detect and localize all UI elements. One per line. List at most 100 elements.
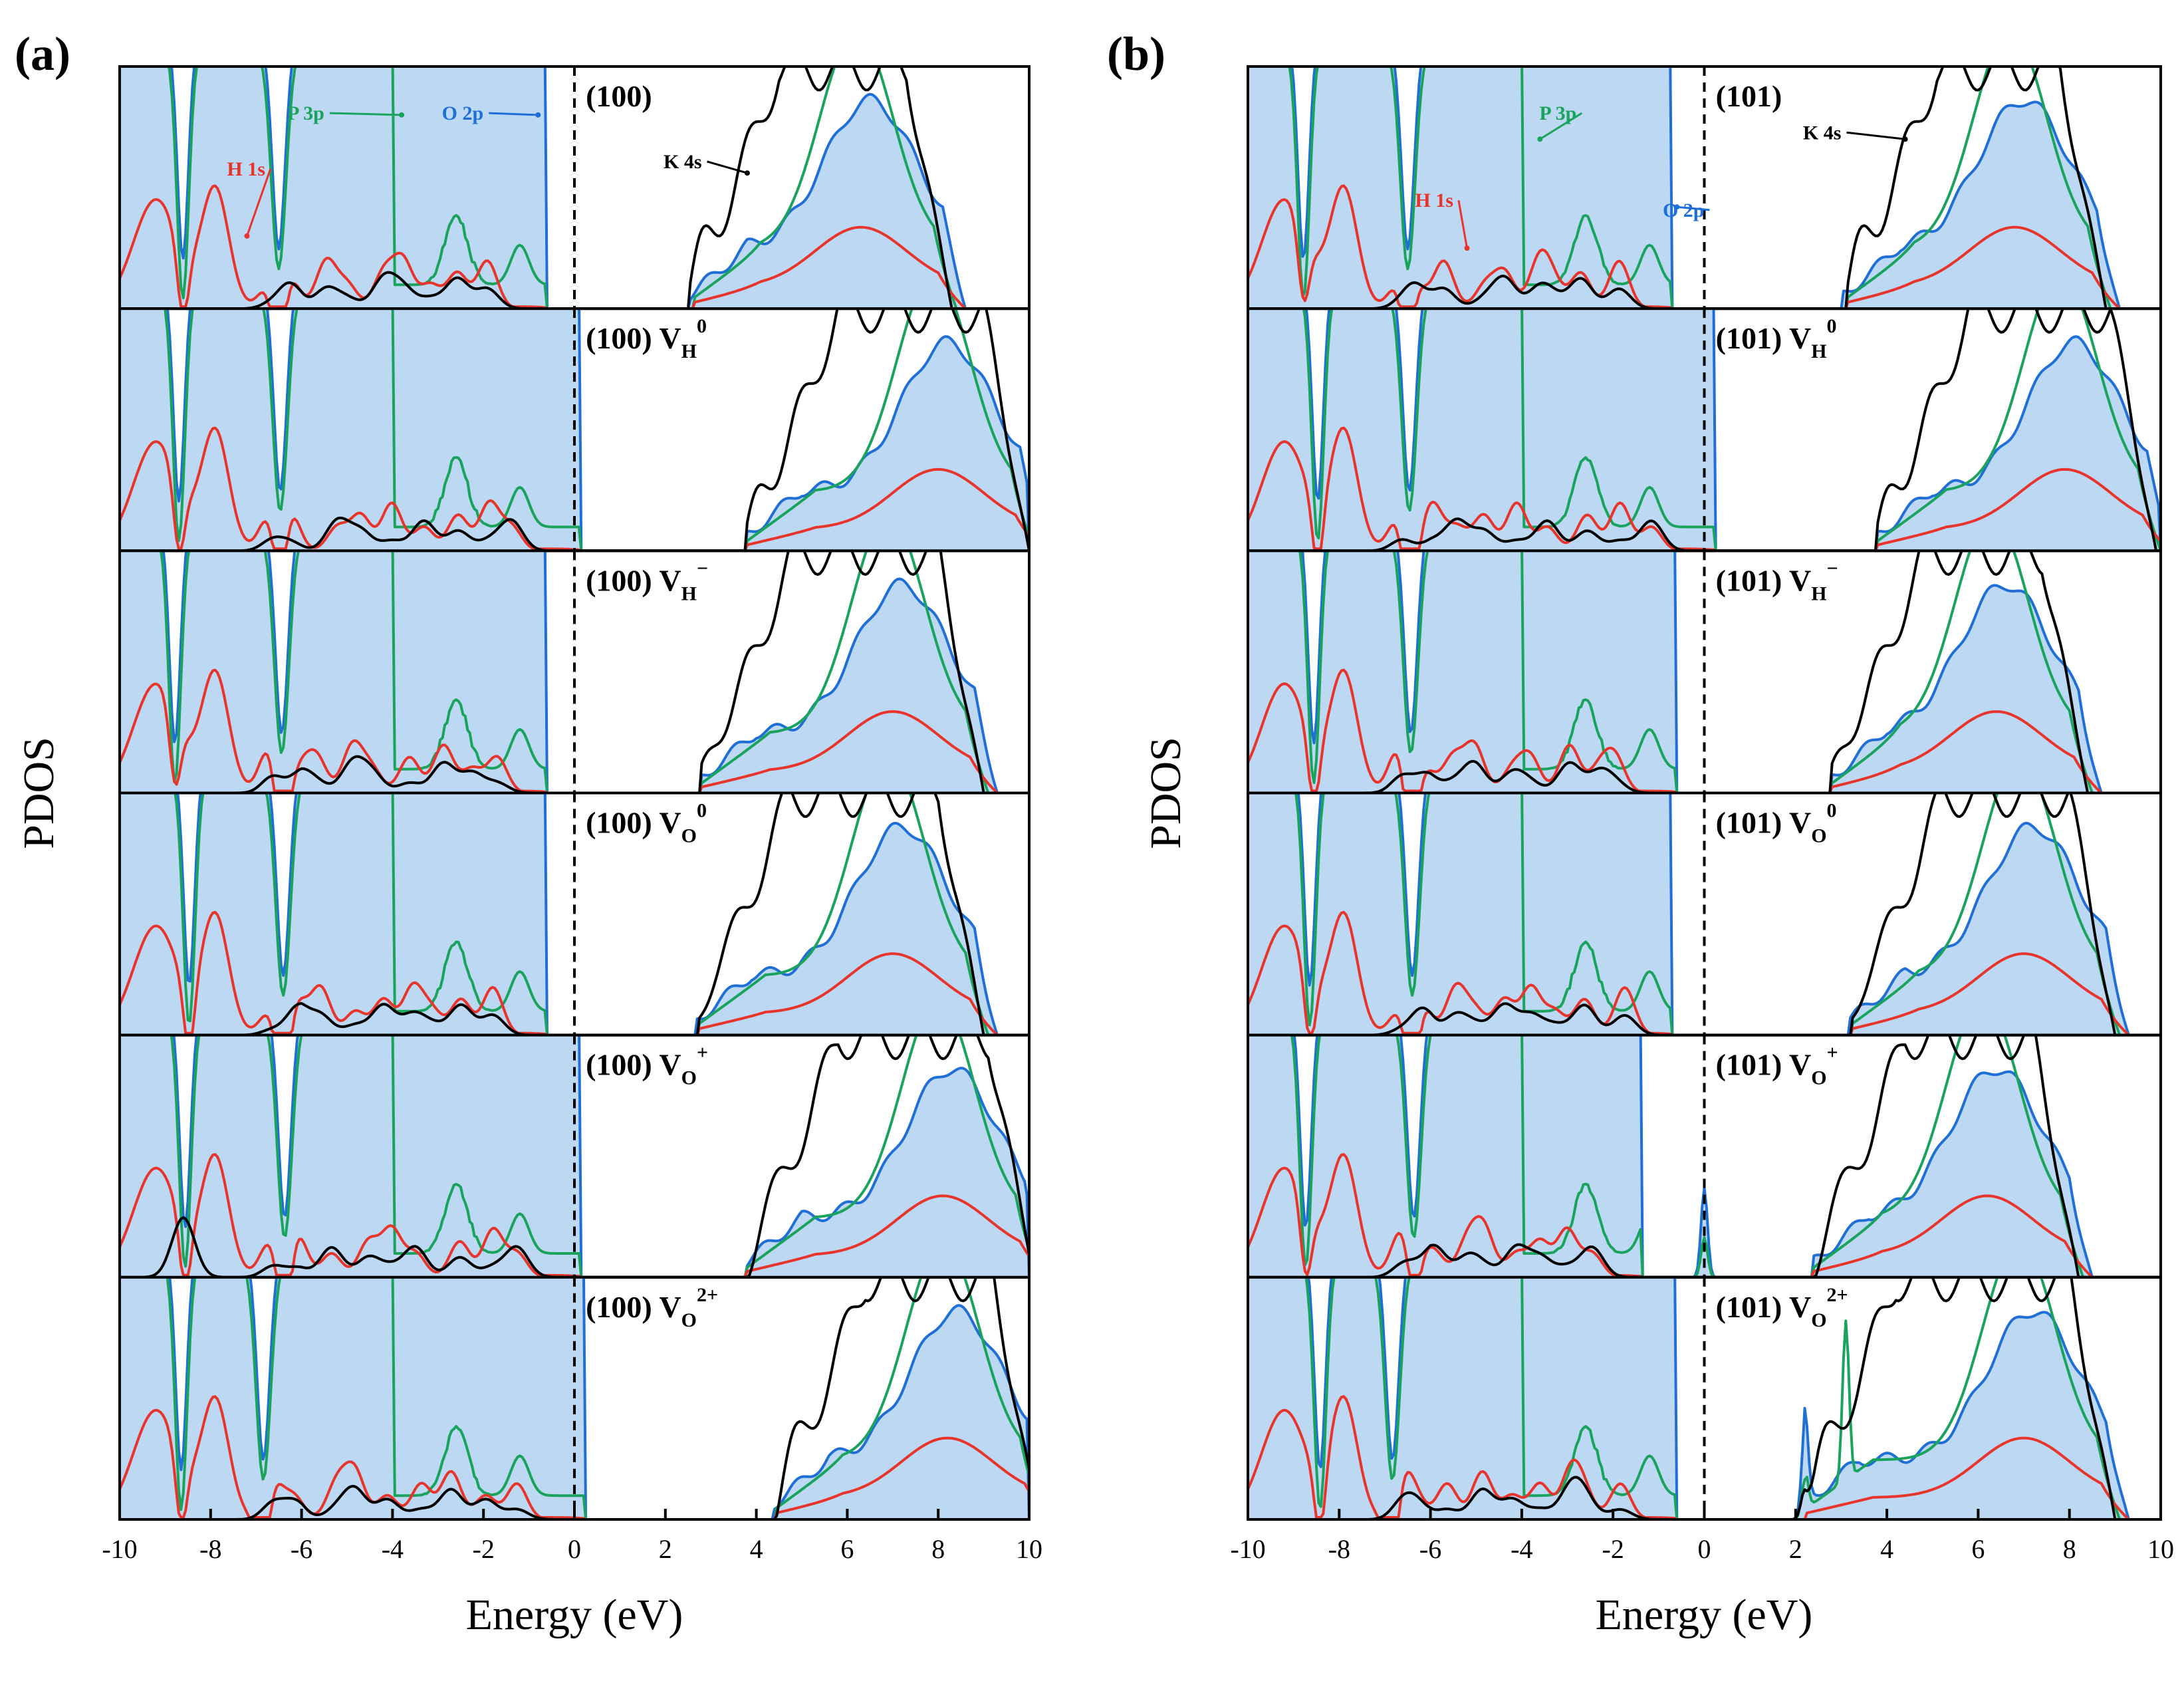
k4s-series-line <box>120 551 1029 793</box>
o2p-series-line <box>1304 309 2161 551</box>
annotation-arrowhead <box>1464 245 1470 251</box>
x-tick-label: 10 <box>2147 1534 2174 1564</box>
subplot-label: (101) VH− <box>1716 557 1838 604</box>
annotation-arrowhead <box>1537 136 1543 142</box>
annotation-arrowhead <box>1674 204 1680 210</box>
series-annotation: O 2p <box>1663 199 1710 221</box>
annotation-arrowhead <box>535 112 541 118</box>
annotation-arrow <box>329 112 402 116</box>
x-tick-label: 8 <box>931 1534 945 1564</box>
p3p-series-line <box>1298 551 2161 793</box>
x-tick-label: -10 <box>1230 1534 1265 1564</box>
p3p-series-line <box>174 793 1029 1035</box>
o2p-fill-area <box>1248 66 2120 309</box>
subplot-plot-area <box>120 793 1029 1035</box>
series-annotation: K 4s <box>664 151 750 176</box>
annotation-label: K 4s <box>664 151 702 173</box>
k4s-series-line <box>1248 66 2161 309</box>
subplot-label: (100) VO2+ <box>586 1284 718 1331</box>
subplot: (100) VO+ <box>118 1033 1031 1279</box>
k4s-series-line <box>120 66 1029 309</box>
h1s-series-line <box>120 668 1029 793</box>
p3p-series-line <box>1290 1035 2161 1277</box>
x-axis: -10 -8 -6 -4 -2 0 2 4 6 8 10 <box>102 1509 1042 1564</box>
o2p-series-line <box>162 551 1029 793</box>
annotation-arrow <box>489 112 539 116</box>
annotation-label: O 2p <box>1663 199 1705 221</box>
subplot: (100) VH− <box>118 549 1031 795</box>
x-axis-label: Energy (eV) <box>466 1591 683 1639</box>
o2p-series-line <box>168 1277 1029 1520</box>
x-tick-label: -4 <box>1511 1534 1532 1564</box>
subplot-label: (100) VH0 <box>586 315 707 362</box>
subplot-label: (100) VH− <box>586 557 708 604</box>
subplot-label: (100) VO+ <box>586 1042 708 1089</box>
annotation-arrowhead <box>244 233 250 239</box>
x-tick-label: -2 <box>1602 1534 1624 1564</box>
p3p-series-line <box>1294 793 2161 1035</box>
x-axis: -10 -8 -6 -4 -2 0 2 4 6 8 10 <box>1230 1509 2174 1564</box>
subplot-plot-area <box>120 1035 1029 1277</box>
annotation-label: P 3p <box>287 102 324 124</box>
x-tick-label: 10 <box>1016 1534 1042 1564</box>
h1s-series-line <box>120 184 1029 309</box>
subplot-plot-area <box>120 66 1029 309</box>
annotation-arrow <box>1457 199 1468 249</box>
p3p-series-line <box>160 551 1029 793</box>
panel-letter: (b) <box>1107 27 1165 80</box>
subplot: (101) VH0 <box>1247 307 2162 553</box>
annotation-arrow <box>1677 205 1710 211</box>
subplot: (100) VO0 <box>118 791 1031 1037</box>
x-tick-label: 2 <box>1789 1534 1802 1564</box>
y-axis-label: PDOS <box>1142 737 1190 849</box>
x-tick-label: -6 <box>1419 1534 1441 1564</box>
o2p-series-line <box>172 1035 1029 1277</box>
x-tick-label: 4 <box>1880 1534 1893 1564</box>
subplot: (100) VO2+ <box>118 1275 1031 1521</box>
series-annotation: K 4s <box>1803 122 1908 144</box>
h1s-series-line <box>1248 184 2161 309</box>
y-axis-label: PDOS <box>15 737 63 849</box>
subplot: (101) VO+ <box>1247 1033 2162 1279</box>
annotation-arrow <box>707 160 748 174</box>
annotation-arrow <box>1539 112 1583 140</box>
subplot: (100) P 3p O 2p H 1s K 4s <box>118 65 1031 311</box>
o2p-series-line <box>1296 793 2161 1035</box>
annotation-label: H 1s <box>1415 190 1453 211</box>
x-tick-label: -8 <box>1328 1534 1350 1564</box>
o2p-fill-area <box>120 1277 1029 1519</box>
x-tick-label: 8 <box>2063 1534 2076 1564</box>
series-annotation: H 1s <box>1415 190 1470 251</box>
k4s-series-line <box>120 793 1029 1035</box>
x-tick-label: -10 <box>102 1534 137 1564</box>
x-tick-label: -8 <box>199 1534 221 1564</box>
h1s-series-line <box>1248 668 2161 793</box>
subplot-label: (101) VO0 <box>1716 800 1837 847</box>
o2p-series-line <box>1290 66 2161 309</box>
subplot-label: (101) VO+ <box>1716 1042 1838 1089</box>
panels-root: (a) PDOS Energy (eV) (100) P 3p O 2p H 1s K 4s (… <box>15 27 2174 1639</box>
panel-letter: (a) <box>15 27 70 80</box>
p3p-series-line <box>1288 66 2161 309</box>
annotation-arrow <box>1846 131 1905 140</box>
annotation-arrowhead <box>744 170 750 176</box>
x-tick-label: -2 <box>473 1534 495 1564</box>
k4s-series-line <box>1248 793 2161 1035</box>
annotation-arrowhead <box>1902 136 1908 142</box>
x-tick-label: 0 <box>1698 1534 1711 1564</box>
x-tick-label: -4 <box>382 1534 404 1564</box>
p3p-series-line <box>166 1277 1029 1520</box>
subplot-label: (100) <box>586 79 652 113</box>
subplot: (101) VH− <box>1247 549 2162 795</box>
o2p-fill-area <box>120 309 1029 551</box>
x-axis-label: Energy (eV) <box>1596 1591 1813 1639</box>
annotation-arrowhead <box>399 112 405 118</box>
x-tick-label: -6 <box>291 1534 312 1564</box>
h1s-series-line <box>1248 910 2161 1035</box>
p3p-series-line <box>164 309 1029 551</box>
series-annotation: P 3p <box>1537 102 1583 142</box>
annotation-label: H 1s <box>227 158 265 180</box>
